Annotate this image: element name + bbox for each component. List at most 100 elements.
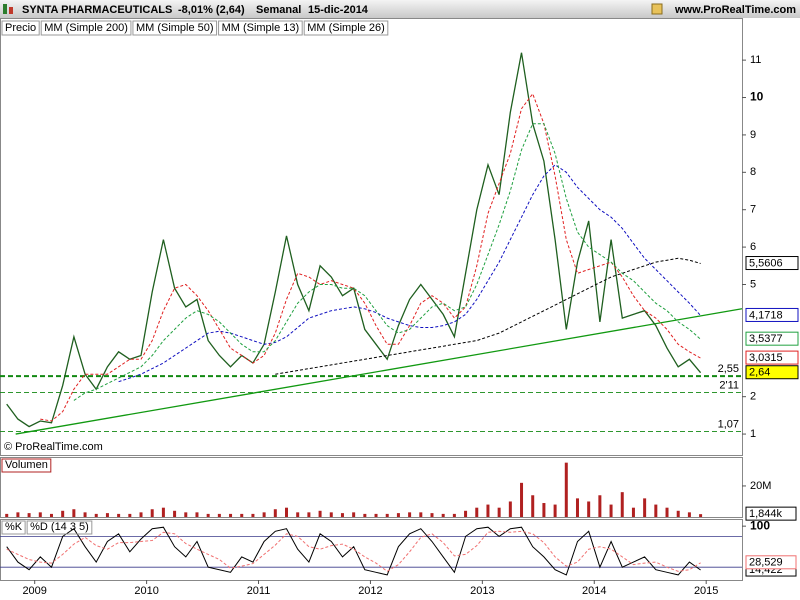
series-line — [6, 526, 701, 576]
volume-bar — [363, 513, 367, 517]
volume-bar — [273, 509, 277, 517]
price-label-box — [745, 331, 799, 346]
volume-bar — [318, 510, 322, 517]
volume-bar — [643, 498, 647, 517]
volume-bar — [340, 513, 344, 517]
panel-title: Volumen — [5, 459, 48, 471]
volume-bar — [217, 513, 221, 517]
y-tick-label: 11 — [750, 54, 761, 66]
y-tick-label: 5 — [750, 278, 756, 290]
volume-bar — [5, 513, 9, 517]
header-change: -8,01% (2,64) — [178, 4, 245, 16]
volume-bar — [475, 507, 479, 517]
volume-bar — [105, 513, 109, 517]
legend-box — [132, 20, 218, 36]
volume-bar — [296, 512, 300, 517]
legend-box — [1, 520, 26, 535]
y-tick-label: 20M — [750, 480, 771, 492]
volume-bar — [117, 513, 121, 517]
x-tick-label: 2011 — [247, 585, 271, 597]
x-tick-label: 2010 — [134, 585, 158, 597]
legend-box — [40, 20, 132, 36]
volume-bar — [430, 513, 434, 517]
price-panel-frame — [0, 18, 743, 456]
volume-bar — [27, 513, 31, 517]
volume-bar — [553, 504, 557, 517]
last-value-label: 1,844k — [749, 508, 783, 520]
y-tick-label: 7 — [750, 204, 756, 216]
x-tick-label: 2009 — [22, 585, 46, 597]
volume-bar — [161, 507, 165, 517]
volume-bar — [587, 501, 591, 517]
volume-bar — [564, 462, 568, 517]
header-title: SYNTA PHARMACEUTICALS — [22, 4, 172, 16]
volume-bar — [531, 495, 535, 517]
volume-bar — [329, 512, 333, 517]
volume-bar — [464, 510, 468, 517]
y-tick-label: 10 — [750, 90, 764, 104]
volume-bar — [620, 492, 624, 517]
x-tick-label: 2012 — [358, 585, 382, 597]
icon — [3, 4, 7, 14]
volume-bar — [609, 504, 613, 517]
volume-bar — [687, 512, 691, 517]
level-label: 1,07 — [718, 418, 739, 430]
level-label: 2'11 — [719, 379, 739, 391]
series-line — [6, 52, 702, 428]
series-line — [73, 123, 701, 401]
legend-box — [1, 458, 52, 473]
volume-bar — [441, 513, 445, 517]
volume-bar — [352, 512, 356, 517]
volume-bar — [16, 512, 20, 517]
icon[interactable] — [651, 3, 663, 15]
volume-bar — [262, 512, 266, 517]
y-tick-label: 2 — [750, 391, 756, 403]
volume-bar — [38, 512, 42, 517]
icon — [9, 7, 13, 14]
volume-bar — [385, 513, 389, 517]
volume-bar — [408, 512, 412, 517]
legend-box — [26, 520, 93, 535]
volume-bar — [699, 514, 703, 517]
legend-box — [303, 20, 389, 36]
price-label-box — [745, 350, 799, 365]
legend-entry: Precio — [5, 22, 36, 34]
header-bar — [0, 0, 800, 18]
volume-bar — [665, 507, 669, 517]
volume-bar — [240, 513, 244, 517]
last-value-label: 28,529 — [749, 557, 783, 569]
volume-bar — [72, 509, 76, 517]
last-value-box — [745, 555, 797, 570]
header-period: Semanal — [256, 4, 301, 16]
volume-bar — [139, 512, 143, 517]
price-label: 3,0315 — [749, 352, 783, 364]
stoch-panel-frame — [0, 519, 743, 581]
volume-bar — [49, 513, 53, 517]
last-value-box — [745, 506, 797, 521]
y-tick-label: 9 — [750, 129, 756, 141]
volume-bar — [598, 495, 602, 517]
price-label: 3,5377 — [749, 333, 783, 345]
legend-box — [218, 20, 303, 36]
volume-bar — [575, 498, 579, 517]
volume-bar — [251, 513, 255, 517]
legend-entry: MM (Simple 50) — [136, 22, 214, 34]
volume-bar — [229, 513, 233, 517]
y-tick-label: 100 — [750, 518, 770, 532]
volume-bar — [83, 512, 87, 517]
legend-entry: %K — [5, 521, 23, 533]
price-label: 5,5606 — [749, 257, 783, 269]
volume-bar — [508, 501, 512, 517]
y-tick-label: 6 — [750, 241, 756, 253]
price-label-box — [745, 307, 799, 322]
x-tick-label: 2014 — [582, 585, 606, 597]
y-tick-label: 1 — [750, 428, 756, 440]
volume-bar — [195, 512, 199, 517]
volume-bar — [206, 513, 210, 517]
volume-bar — [128, 513, 132, 517]
volume-bar — [452, 513, 456, 517]
price-label: 2,64 — [749, 367, 770, 379]
y-tick-label: 8 — [750, 166, 756, 178]
